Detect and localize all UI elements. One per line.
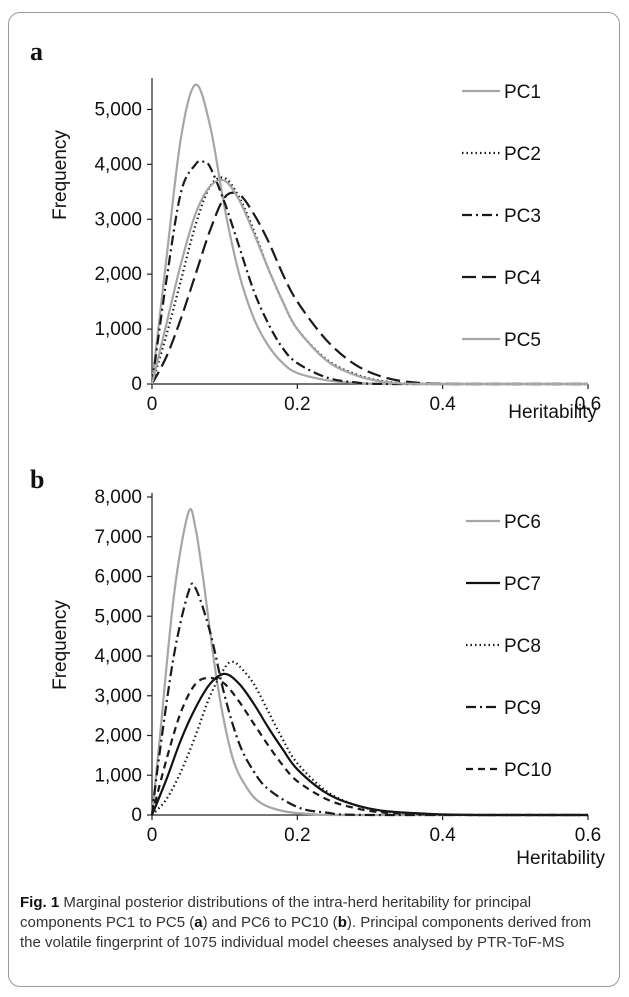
caption-text-2: ) and PC6 to PC10 ( xyxy=(202,914,338,931)
x-tick-label: 0.2 xyxy=(284,825,310,846)
legend-label-pc9: PC9 xyxy=(504,698,541,719)
caption-bold-b: b xyxy=(337,914,347,931)
y-tick-label: 1,000 xyxy=(94,319,142,340)
x-tick-label: 0.6 xyxy=(575,394,601,415)
y-tick-label: 2,000 xyxy=(94,264,142,285)
x-tick-label: 0.2 xyxy=(284,394,310,415)
caption-bold-a: a xyxy=(194,914,203,931)
y-axis-title: Frequency xyxy=(50,130,71,220)
legend-label-pc6: PC6 xyxy=(504,512,541,533)
panel-letter: a xyxy=(30,37,43,66)
y-tick-label: 3,000 xyxy=(94,686,142,707)
legend-label-pc8: PC8 xyxy=(504,636,541,657)
x-axis-title: Heritability xyxy=(516,848,605,869)
y-tick-label: 1,000 xyxy=(94,765,142,786)
y-tick-label: 7,000 xyxy=(94,527,142,548)
series-line-pc8 xyxy=(151,660,588,817)
legend-label-pc5: PC5 xyxy=(504,330,541,351)
legend-label-pc7: PC7 xyxy=(504,574,541,595)
x-tick-label: 0.4 xyxy=(429,394,456,415)
x-axis-title: Heritability xyxy=(508,402,597,423)
legend-label-pc4: PC4 xyxy=(504,268,541,289)
panel-letter: b xyxy=(30,465,44,494)
caption-text-1: Marginal posterior distributions of the … xyxy=(20,894,532,931)
series-line-pc7 xyxy=(150,672,588,817)
y-axis-title: Frequency xyxy=(50,600,71,690)
y-tick-label: 6,000 xyxy=(94,567,142,588)
y-tick-label: 2,000 xyxy=(94,726,142,747)
figure-frame xyxy=(8,12,620,987)
y-tick-label: 5,000 xyxy=(94,99,142,120)
legend-label-pc1: PC1 xyxy=(504,82,541,103)
y-tick-label: 8,000 xyxy=(94,487,142,508)
y-tick-label: 0 xyxy=(131,374,142,395)
legend-label-pc3: PC3 xyxy=(504,206,541,227)
series-line-pc9 xyxy=(150,582,588,817)
x-tick-label: 0 xyxy=(147,394,158,415)
series-line-pc3 xyxy=(150,159,588,386)
y-tick-label: 4,000 xyxy=(94,646,142,667)
y-tick-label: 4,000 xyxy=(94,154,142,175)
y-tick-label: 5,000 xyxy=(94,606,142,627)
legend-label-pc2: PC2 xyxy=(504,144,541,165)
legend-label-pc10: PC10 xyxy=(504,760,552,781)
caption-text-3: ). Principal components derived from the… xyxy=(20,914,592,951)
series-line-pc10 xyxy=(150,676,588,817)
figure-svg: a 0 1,000 2,000 3,000 4,000 5,000 0 0.2 0.4 0.6 Fre… xyxy=(30,37,605,869)
series-line-pc4 xyxy=(151,191,588,386)
panel-a: a 0 1,000 2,000 3,000 4,000 5,000 0 0.2 0.4 0.6 Fre… xyxy=(30,37,601,423)
y-tick-label: 3,000 xyxy=(94,209,142,230)
y-tick-label: 0 xyxy=(131,805,142,826)
caption-label: Fig. 1 xyxy=(20,894,60,911)
panel-b: b 0 1,000 2,000 3,000 4,000 5,000 6,000 7,000 8,0… xyxy=(30,465,605,869)
x-tick-label: 0 xyxy=(147,825,158,846)
x-tick-label: 0.4 xyxy=(429,825,456,846)
series-line-pc5 xyxy=(150,178,588,386)
x-tick-label: 0.6 xyxy=(575,825,601,846)
series-line-pc6 xyxy=(150,508,588,817)
figure-caption: Fig. 1 Marginal posterior distributions … xyxy=(20,893,615,953)
